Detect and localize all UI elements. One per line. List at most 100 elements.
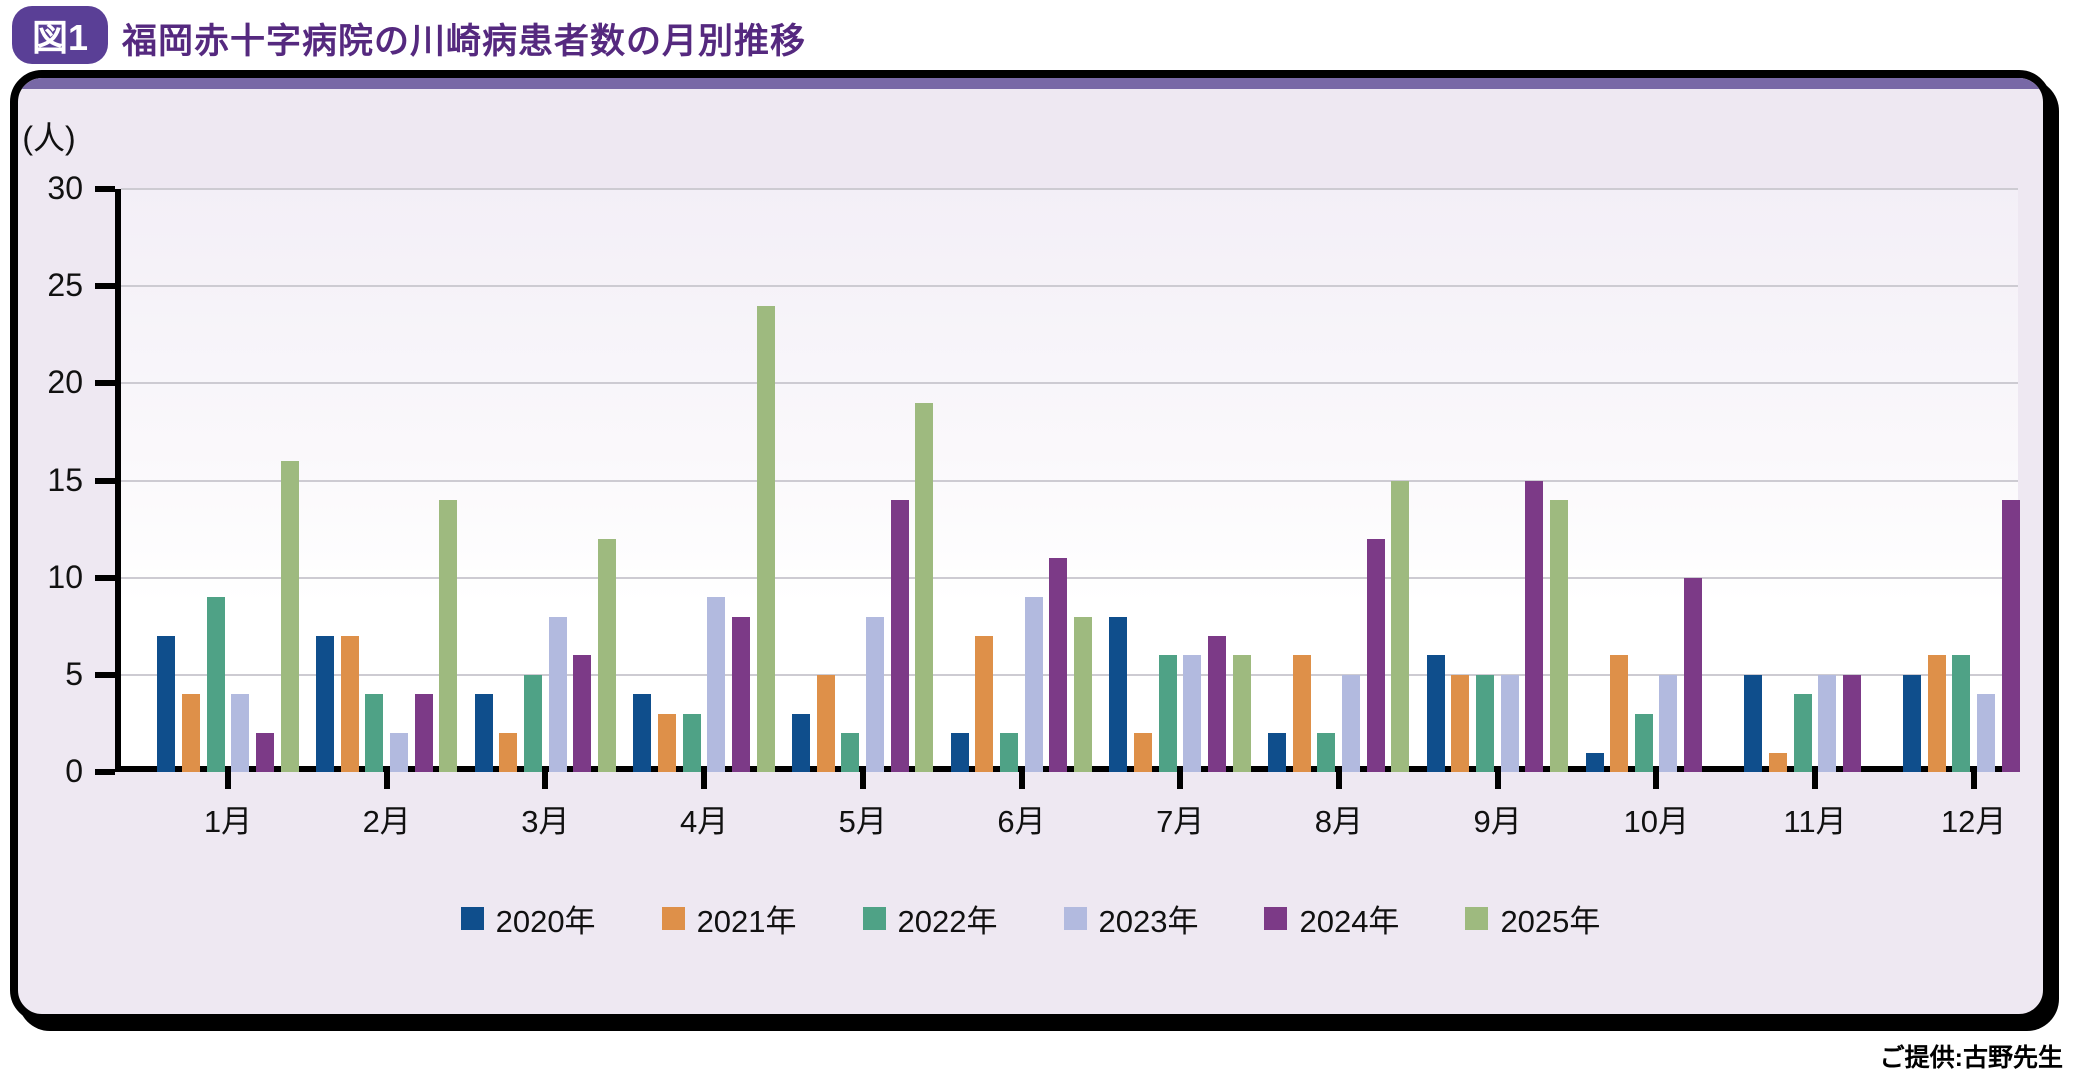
x-axis-label-11: 11月 <box>1783 804 1847 839</box>
bar-2023年-7月 <box>1183 655 1202 772</box>
x-axis-tick-3 <box>542 772 549 789</box>
legend-label-2020年: 2020年 <box>495 904 596 939</box>
legend-item-2022年: 2022年 <box>862 896 998 941</box>
x-axis-tick-5 <box>859 772 866 789</box>
bar-2021年-4月 <box>657 713 676 772</box>
x-axis-tick-2 <box>383 772 390 789</box>
figure-number-badge: 図1 <box>12 6 108 64</box>
y-axis-tick-20 <box>95 380 115 387</box>
x-axis-tick-11 <box>1812 772 1818 789</box>
y-axis-label-0: 0 <box>65 753 83 789</box>
bar-2024年-3月 <box>573 655 592 772</box>
legend-swatch-2024年 <box>1264 907 1288 930</box>
legend-swatch-2023年 <box>1063 907 1087 930</box>
bar-2020年-12月 <box>1902 674 1921 772</box>
bar-2021年-3月 <box>499 733 518 772</box>
bar-2023年-9月 <box>1500 674 1519 772</box>
bar-2022年-2月 <box>365 694 384 772</box>
legend-swatch-2025年 <box>1465 907 1489 930</box>
bar-2021年-10月 <box>1610 655 1629 772</box>
x-axis-label-3: 3月 <box>521 804 570 839</box>
bar-2023年-11月 <box>1818 674 1837 772</box>
bar-2024年-6月 <box>1049 558 1068 772</box>
gridline-5 <box>121 673 2018 676</box>
bar-2020年-1月 <box>157 635 176 772</box>
bar-2020年-8月 <box>1268 733 1287 772</box>
legend-swatch-2022年 <box>862 907 886 930</box>
bar-2022年-1月 <box>206 597 225 772</box>
bar-2020年-10月 <box>1585 752 1604 772</box>
y-axis-tick-30 <box>95 186 115 192</box>
bar-2020年-11月 <box>1744 674 1763 772</box>
chart-legend: 2020年 2021年 2022年 2023年 2024年 2025年 <box>18 896 2043 941</box>
x-axis-tick-10 <box>1653 772 1660 789</box>
x-axis-tick-6 <box>1018 772 1025 789</box>
bar-2025年-6月 <box>1074 616 1092 772</box>
bar-2022年-3月 <box>523 674 542 772</box>
bar-2022年-4月 <box>682 713 701 772</box>
bar-2024年-2月 <box>414 694 433 772</box>
gridline-25 <box>121 285 2018 288</box>
bar-2025年-3月 <box>597 538 616 772</box>
credit-text: ご提供:古野先生 <box>1879 1044 2063 1072</box>
bar-2021年-2月 <box>340 635 359 772</box>
bar-2023年-1月 <box>231 694 250 772</box>
bar-2024年-4月 <box>731 616 750 772</box>
x-axis-label-9: 9月 <box>1473 804 1522 839</box>
bar-2020年-6月 <box>950 733 969 772</box>
bar-2024年-12月 <box>2001 499 2020 772</box>
bar-2025年-5月 <box>915 402 934 772</box>
figure-title: 福岡赤十字病院の川崎病患者数の月別推移 <box>122 22 807 61</box>
y-axis-tick-15 <box>95 477 115 484</box>
bar-2022年-8月 <box>1317 733 1336 772</box>
y-axis-label-10: 10 <box>47 558 83 595</box>
legend-item-2023年: 2023年 <box>1063 896 1199 941</box>
bar-2023年-12月 <box>1976 694 1995 772</box>
y-axis-label-20: 20 <box>47 364 83 401</box>
gridline-15 <box>121 479 2018 482</box>
bar-2024年-8月 <box>1366 538 1385 772</box>
y-axis-label-15: 15 <box>47 461 83 498</box>
bar-2024年-11月 <box>1842 674 1861 772</box>
gridline-10 <box>121 576 2018 579</box>
bar-2020年-5月 <box>792 713 810 772</box>
bar-2022年-6月 <box>1000 733 1019 772</box>
bar-2023年-6月 <box>1024 597 1043 772</box>
legend-label-2021年: 2021年 <box>696 904 797 939</box>
bar-2024年-9月 <box>1525 480 1544 772</box>
x-axis-tick-4 <box>701 772 708 789</box>
bar-2022年-11月 <box>1793 694 1812 772</box>
bar-2025年-4月 <box>756 305 775 772</box>
y-axis-tick-5 <box>95 671 115 678</box>
bar-2024年-5月 <box>890 499 909 772</box>
bar-2024年-1月 <box>255 733 274 772</box>
bar-2022年-5月 <box>841 733 860 772</box>
y-axis-tick-10 <box>95 574 115 581</box>
y-axis-tick-25 <box>95 283 115 290</box>
bar-2021年-12月 <box>1927 655 1946 772</box>
bar-2023年-3月 <box>548 616 567 772</box>
y-axis-unit-label: (人) <box>22 120 76 156</box>
bar-2024年-7月 <box>1208 635 1227 772</box>
x-axis-label-6: 6月 <box>997 804 1046 839</box>
x-axis-tick-12 <box>1970 772 1977 789</box>
legend-item-2024年: 2024年 <box>1264 896 1399 941</box>
bar-2021年-1月 <box>181 694 200 772</box>
legend-item-2025年: 2025年 <box>1465 896 1600 941</box>
legend-swatch-2021年 <box>661 907 685 930</box>
x-axis-label-8: 8月 <box>1314 804 1364 839</box>
bar-2022年-10月 <box>1634 713 1653 772</box>
y-axis-label-25: 25 <box>47 267 83 304</box>
x-axis-label-4: 4月 <box>679 804 729 839</box>
x-axis-label-5: 5月 <box>838 804 887 839</box>
y-axis-label-30: 30 <box>47 170 83 206</box>
bar-2020年-4月 <box>633 694 652 772</box>
gridline-30 <box>121 188 2018 190</box>
bar-2022年-7月 <box>1158 655 1177 772</box>
bar-2025年-7月 <box>1232 655 1251 772</box>
legend-label-2023年: 2023年 <box>1098 904 1199 939</box>
bar-2021年-5月 <box>816 674 835 772</box>
x-axis-label-10: 10月 <box>1623 804 1690 839</box>
legend-swatch-2020年 <box>460 907 484 930</box>
bar-2025年-1月 <box>280 461 299 772</box>
